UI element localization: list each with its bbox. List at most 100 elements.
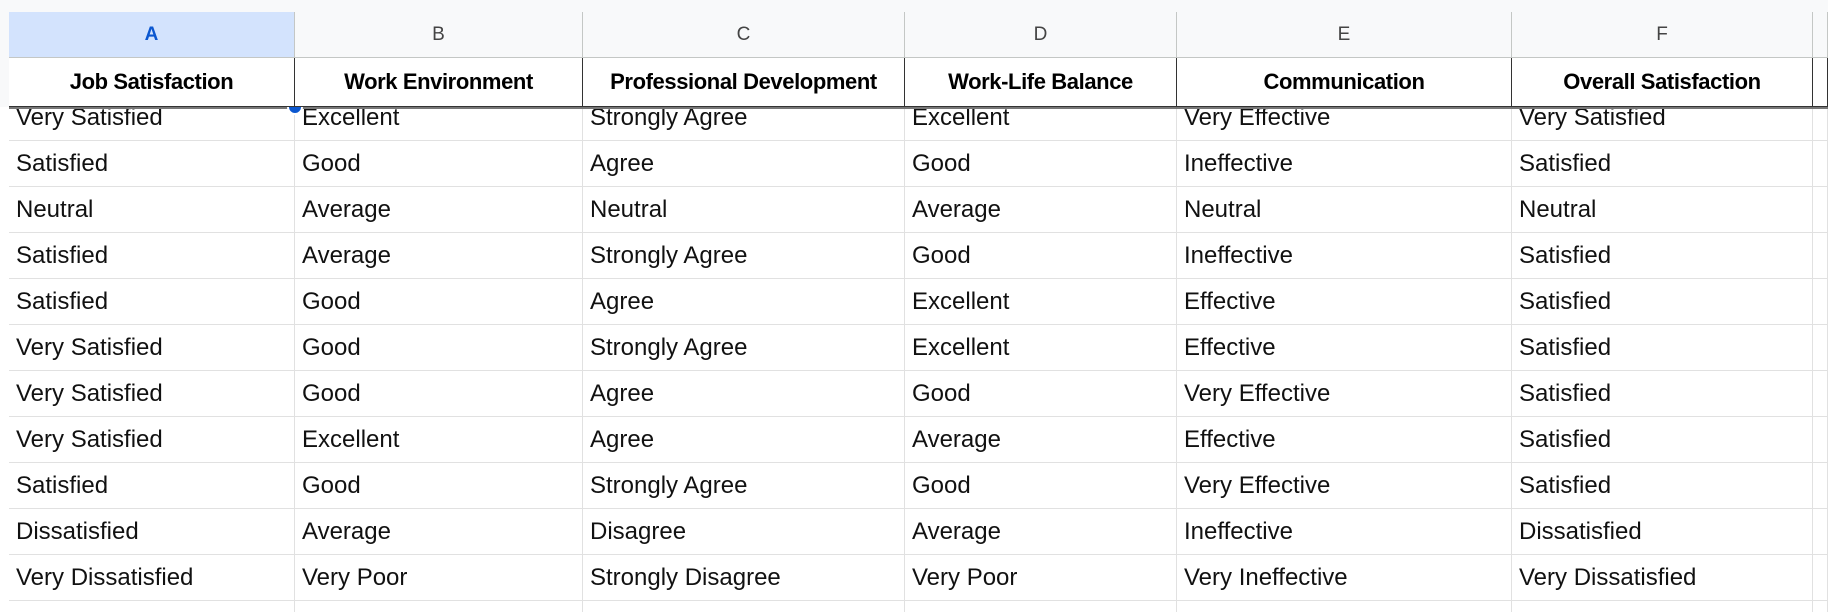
cell[interactable]: Very Satisfied <box>9 417 295 463</box>
cell[interactable]: Very Effective <box>1177 463 1512 509</box>
cell[interactable]: Neutral <box>9 187 295 233</box>
cell[interactable]: Good <box>905 371 1177 417</box>
cell[interactable]: Good <box>905 141 1177 187</box>
cell[interactable] <box>1813 187 1828 233</box>
column-header[interactable]: E <box>1177 12 1512 58</box>
cell[interactable]: Satisfied <box>9 141 295 187</box>
cell[interactable]: Neutral <box>583 187 905 233</box>
cell[interactable]: Excellent <box>905 107 1177 141</box>
cell[interactable]: Very Satisfied <box>9 107 295 141</box>
cell[interactable]: Very Dissatisfied <box>9 555 295 601</box>
cell[interactable]: Agree <box>583 371 905 417</box>
cell[interactable]: Good <box>295 325 583 371</box>
cell[interactable] <box>1813 107 1828 141</box>
cell[interactable]: Very Dissatisfied <box>1512 555 1813 601</box>
cell[interactable]: Average <box>295 509 583 555</box>
column-header[interactable]: A <box>9 12 295 58</box>
cell[interactable]: Very Satisfied <box>1512 107 1813 141</box>
cell[interactable] <box>295 601 583 612</box>
cell[interactable]: Agree <box>583 279 905 325</box>
cell[interactable]: Very Satisfied <box>9 325 295 371</box>
cell[interactable]: Ineffective <box>1177 141 1512 187</box>
cell[interactable]: Satisfied <box>1512 463 1813 509</box>
cell[interactable]: Very Effective <box>1177 107 1512 141</box>
cell[interactable]: Very Satisfied <box>9 371 295 417</box>
header-cell[interactable]: Work-Life Balance <box>905 58 1177 107</box>
cell[interactable]: Satisfied <box>1512 325 1813 371</box>
cell[interactable] <box>1813 509 1828 555</box>
cell[interactable]: Very Poor <box>295 555 583 601</box>
cell[interactable]: Strongly Agree <box>583 233 905 279</box>
cell[interactable]: Effective <box>1177 279 1512 325</box>
cell[interactable]: Excellent <box>905 325 1177 371</box>
cell[interactable]: Average <box>905 187 1177 233</box>
cell[interactable]: Satisfied <box>1512 417 1813 463</box>
cell[interactable]: Average <box>295 187 583 233</box>
cell[interactable]: Average <box>905 509 1177 555</box>
freeze-line <box>9 105 1828 109</box>
cell[interactable]: Strongly Agree <box>583 325 905 371</box>
cell[interactable]: Excellent <box>295 417 583 463</box>
cell[interactable] <box>583 601 905 612</box>
column-header[interactable]: D <box>905 12 1177 58</box>
cell[interactable]: Good <box>295 371 583 417</box>
cell[interactable]: Neutral <box>1177 187 1512 233</box>
cell[interactable]: Satisfied <box>9 463 295 509</box>
column-header[interactable]: C <box>583 12 905 58</box>
cell[interactable] <box>1512 601 1813 612</box>
header-cell[interactable]: Professional Development <box>583 58 905 107</box>
cell[interactable] <box>905 601 1177 612</box>
cell[interactable]: Good <box>905 233 1177 279</box>
cell[interactable]: Average <box>905 417 1177 463</box>
cell[interactable] <box>1177 601 1512 612</box>
cell[interactable]: Satisfied <box>9 233 295 279</box>
cell[interactable]: Dissatisfied <box>9 509 295 555</box>
cell[interactable]: Excellent <box>295 107 583 141</box>
cell[interactable] <box>1813 279 1828 325</box>
column-header[interactable]: B <box>295 12 583 58</box>
cell[interactable]: Neutral <box>1512 187 1813 233</box>
cell[interactable]: Satisfied <box>1512 279 1813 325</box>
cell[interactable] <box>1813 371 1828 417</box>
cell[interactable]: Average <box>295 233 583 279</box>
cell[interactable]: Strongly Agree <box>583 107 905 141</box>
cell[interactable]: Ineffective <box>1177 233 1512 279</box>
cell[interactable]: Satisfied <box>1512 371 1813 417</box>
cell[interactable]: Good <box>295 463 583 509</box>
cell[interactable]: Strongly Agree <box>583 463 905 509</box>
header-cell[interactable]: Communication <box>1177 58 1512 107</box>
cell[interactable]: Effective <box>1177 325 1512 371</box>
cell[interactable]: Good <box>295 279 583 325</box>
column-header[interactable]: F <box>1512 12 1813 58</box>
cell[interactable]: Satisfied <box>1512 141 1813 187</box>
header-cell[interactable]: Job Satisfaction <box>9 58 295 107</box>
cell[interactable]: Very Ineffective <box>1177 555 1512 601</box>
column-header <box>1813 12 1828 58</box>
cell[interactable] <box>1813 463 1828 509</box>
cell[interactable]: Strongly Disagree <box>583 555 905 601</box>
cell[interactable] <box>1813 555 1828 601</box>
cell[interactable] <box>9 601 295 612</box>
cell[interactable] <box>1813 417 1828 463</box>
cell[interactable] <box>1813 325 1828 371</box>
cell[interactable]: Ineffective <box>1177 509 1512 555</box>
cell[interactable]: Effective <box>1177 417 1512 463</box>
cell[interactable] <box>1813 601 1828 612</box>
cell[interactable]: Agree <box>583 417 905 463</box>
cell[interactable]: Satisfied <box>1512 233 1813 279</box>
cell[interactable]: Very Effective <box>1177 371 1512 417</box>
cell[interactable]: Satisfied <box>9 279 295 325</box>
cell[interactable] <box>1813 233 1828 279</box>
cell[interactable]: Disagree <box>583 509 905 555</box>
cell[interactable] <box>1813 141 1828 187</box>
header-cell[interactable]: Work Environment <box>295 58 583 107</box>
cell[interactable]: Excellent <box>905 279 1177 325</box>
header-cell[interactable]: Overall Satisfaction <box>1512 58 1813 107</box>
cell[interactable]: Agree <box>583 141 905 187</box>
cell[interactable]: Very Poor <box>905 555 1177 601</box>
cell[interactable]: Good <box>295 141 583 187</box>
cell[interactable]: Dissatisfied <box>1512 509 1813 555</box>
cell[interactable]: Good <box>905 463 1177 509</box>
